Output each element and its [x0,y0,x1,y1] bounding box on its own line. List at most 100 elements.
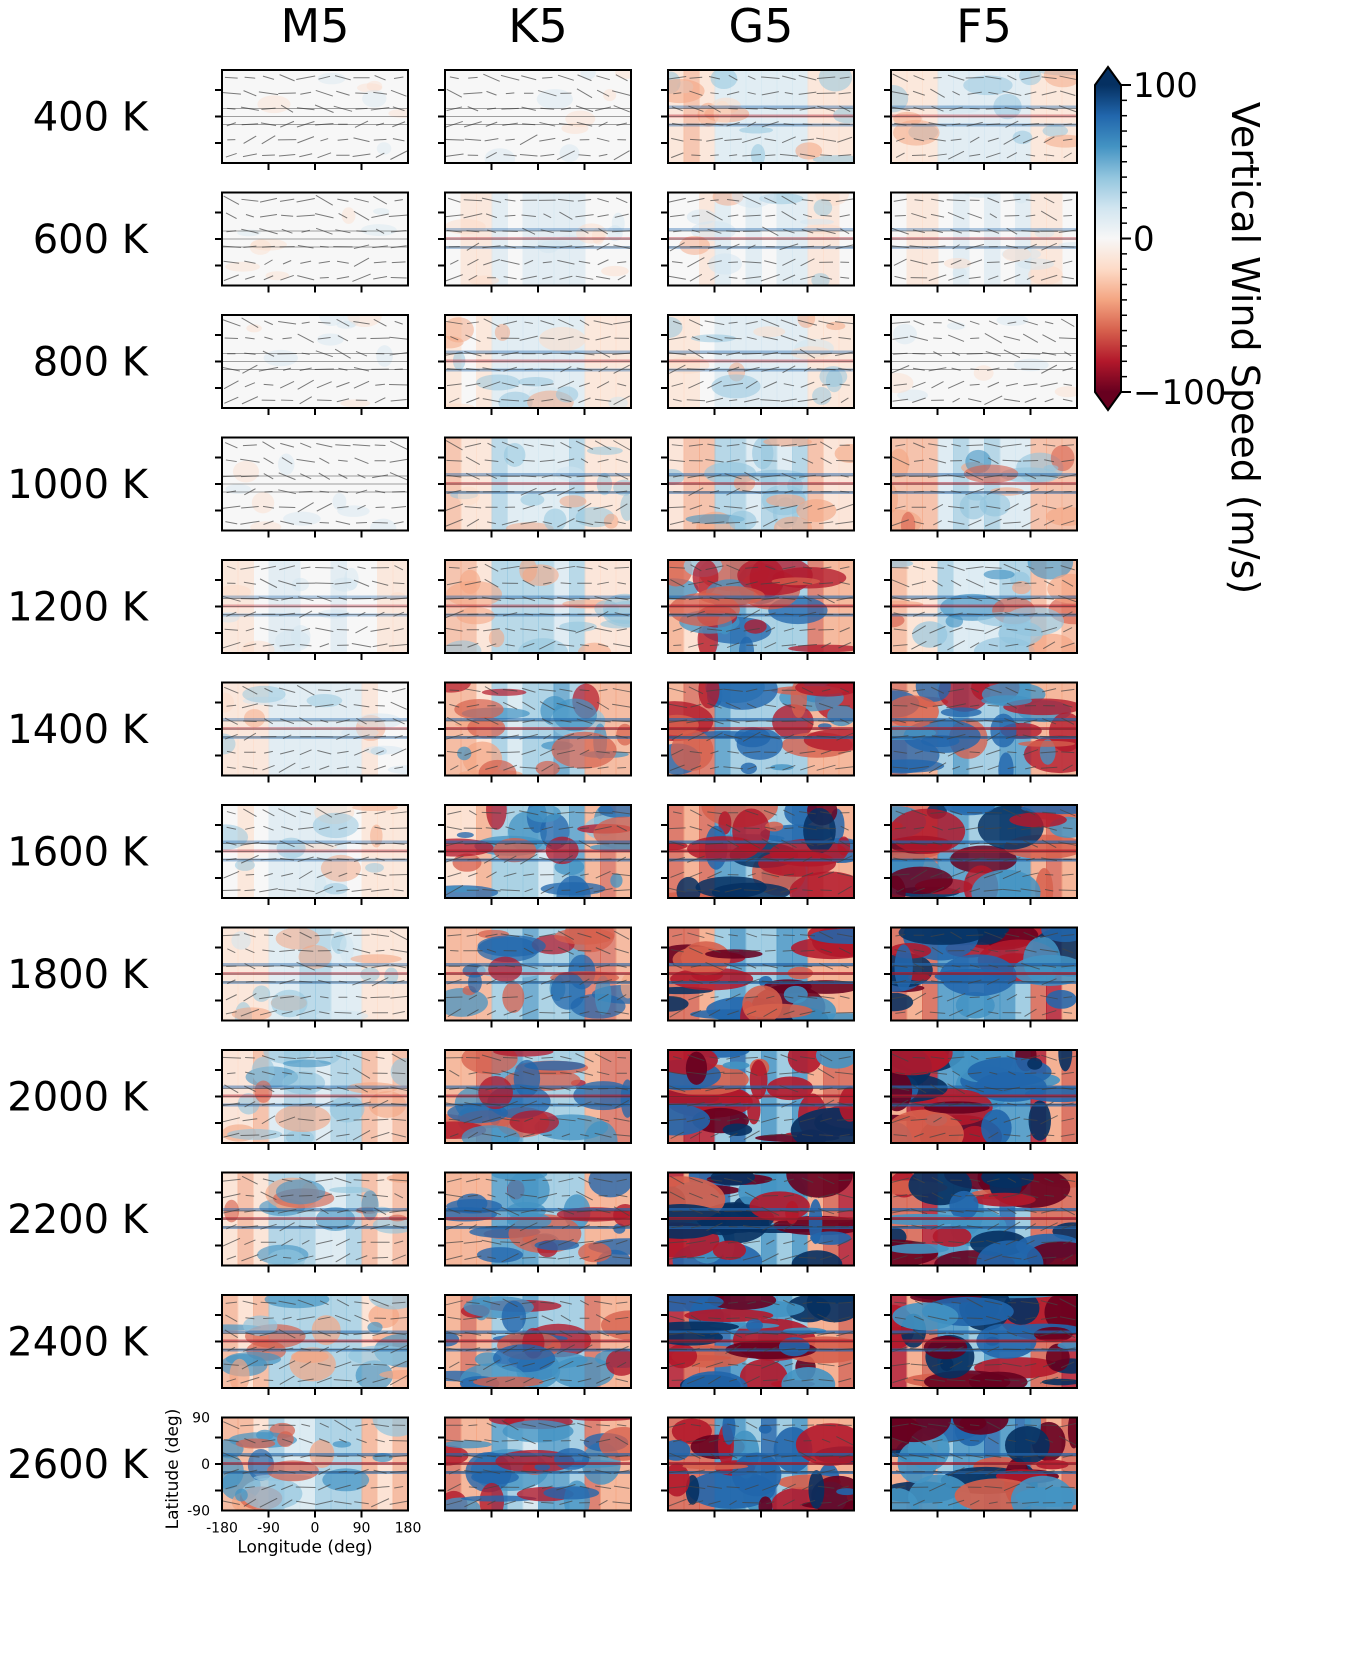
wind-vector [673,92,682,95]
wind-vector [781,644,797,647]
wind-vector [315,1239,333,1245]
field-blob [329,1095,365,1123]
wind-vector [298,949,314,952]
wind-vector [912,442,925,449]
field-jet [668,981,854,984]
wind-vector [691,521,700,524]
field-jet [668,963,854,966]
wind-vector [338,459,348,462]
wind-vector [539,137,556,142]
wind-vector [575,214,594,218]
field-blob [620,973,631,999]
wind-vector [1002,888,1021,892]
wind-vector [1002,808,1022,818]
wind-vector [391,688,406,693]
wind-vector [226,1378,237,1383]
wind-vector [984,1379,1002,1382]
wind-vector [1061,934,1075,937]
field-blob [1057,1341,1077,1350]
panel-field [445,70,631,163]
wind-vector [1043,580,1055,587]
field-blob [746,1319,763,1332]
wind-vector [482,1300,501,1306]
wind-vector [336,1299,350,1307]
wind-vector [725,702,741,710]
field-blob [713,100,732,127]
field-blob [222,611,240,623]
wind-vector [742,136,762,144]
wind-vector [262,643,275,647]
field-blob [996,315,1029,326]
wind-vector [577,1378,592,1383]
panel-k5-1200-k [438,559,632,660]
wind-vector [687,1054,705,1062]
wind-vector [761,1116,780,1123]
wind-vector [222,318,241,327]
wind-vector [299,396,313,405]
wind-vector [668,336,687,341]
wind-vector [672,1056,682,1060]
wind-vector [1059,75,1076,80]
wind-vector [485,933,498,937]
panel-field [891,1295,1077,1388]
wind-vector [318,321,331,324]
wind-vector [893,628,907,632]
wind-vector [501,1253,519,1263]
field-jet [445,1462,631,1465]
wind-vector [467,258,479,266]
wind-vector [783,1010,795,1015]
wind-vector [522,1133,535,1138]
field-blob [932,1226,972,1247]
wind-vector [225,212,237,219]
panel-g5-1400-k [661,681,855,783]
wind-vector [259,888,278,893]
field-jet [891,1208,1077,1211]
wind-vector [798,826,817,831]
wind-vector [486,1317,497,1320]
wind-vector [487,1500,496,1506]
wind-vector [688,581,704,586]
wind-vector [316,807,333,818]
wind-vector [837,872,853,877]
field-jet [445,246,631,249]
field-blob [758,849,837,877]
wind-vector [932,1300,943,1306]
field-blob [331,577,358,592]
wind-vector [1021,826,1040,831]
wind-vector [481,1133,502,1138]
field-blob [728,510,757,531]
wind-vector [596,750,610,754]
wind-vector [222,1193,241,1199]
wind-vector [523,873,535,876]
panel-field [222,927,408,1021]
wind-vector [393,628,404,632]
wind-vector [575,1053,594,1063]
wind-vector [541,1501,554,1504]
wind-vector [710,1133,719,1138]
wind-vector [465,334,481,343]
wind-vector [838,1316,851,1321]
wind-vector [264,336,273,340]
field-blob [250,521,282,531]
wind-vector [259,1010,278,1016]
wind-vector [763,689,778,692]
wind-vector [931,1176,944,1184]
wind-vector [504,199,516,202]
wind-vector [763,459,778,462]
wind-vector [318,260,330,264]
wind-vector [762,1379,778,1382]
wind-vector [764,642,777,649]
wind-vector [557,1255,575,1260]
wind-vector [1061,1071,1074,1075]
wind-vector [464,1255,482,1260]
wind-vector [614,1011,629,1015]
wind-vector [834,1071,854,1075]
wind-vector [524,259,534,265]
wind-vector [262,1178,275,1183]
wind-vector [615,1316,629,1320]
field-blob [347,315,382,328]
wind-vector [374,397,386,404]
wind-vector [947,211,965,220]
wind-vector [1042,641,1056,650]
wind-vector [612,90,631,97]
